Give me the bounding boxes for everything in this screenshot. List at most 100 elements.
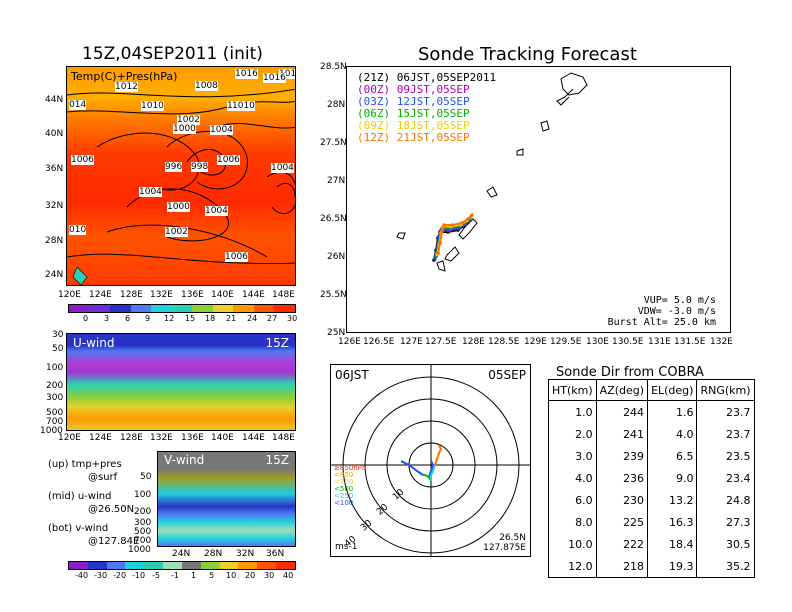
lon-tick: 128.5E: [488, 337, 520, 347]
isobar-label: 1006: [71, 155, 94, 165]
colorbar-swatch: [69, 305, 90, 312]
lon-tick: 140E: [211, 290, 234, 300]
colorbar-tick: 30: [287, 314, 298, 323]
isobar-label: 1004: [271, 163, 294, 173]
sonde-track: [436, 215, 472, 255]
colorbar-tick: 1: [191, 571, 197, 580]
isobar-label: 996: [165, 162, 183, 172]
isobar-label: 1002: [165, 227, 188, 237]
legend-line: @127.84E: [88, 536, 140, 547]
lat-tick: 40N: [45, 129, 64, 139]
pressure-tick: 50: [140, 472, 152, 482]
sonde-direction-table: HT(km) AZ(deg) EL(deg) RNG(km) 1.0 244 1.6…: [548, 379, 755, 578]
burst-altitude: Burst Alt= 25.0 km: [607, 317, 716, 328]
isobar-label: 1006: [217, 155, 240, 165]
lat-tick: 26.5N: [320, 214, 347, 224]
isobar-label: 1004: [139, 187, 162, 197]
tracking-map: (21Z) 06JST,05SEP2011 (00Z) 09JST,05SEP …: [346, 66, 731, 333]
lat-tick: 25.5N: [320, 290, 347, 300]
lat-tick: 44N: [45, 95, 64, 105]
table-cell: 19.3: [647, 555, 698, 578]
isobar-label: 1016: [235, 69, 258, 79]
colorbar-tick: -40: [75, 571, 89, 580]
v-wind-label: V-wind: [164, 453, 205, 467]
table-cell: 6.5: [647, 445, 698, 467]
isobar-label: 1018: [279, 69, 295, 79]
lat-tick: 24N: [172, 549, 191, 559]
table-cell: 10.0: [548, 533, 597, 555]
isobar-label: 1010: [141, 101, 164, 111]
colorbar-swatch: [233, 305, 254, 312]
table-cell: 9.0: [647, 467, 698, 489]
wind-colorbar: [68, 561, 296, 570]
isobar-label: 1010: [232, 101, 255, 111]
colorbar-swatch: [125, 562, 145, 569]
pressure-tick: 700: [134, 536, 152, 546]
colorbar-swatch: [257, 562, 277, 569]
table-cell: 30.5: [696, 533, 755, 555]
lon-tick: 129.5E: [550, 337, 582, 347]
colorbar-tick: -5: [152, 571, 160, 580]
lon-tick: 124E: [89, 433, 112, 443]
pressure-tick: 200: [46, 381, 64, 391]
table-cell: 4.0: [647, 423, 698, 445]
launch-time-entry: (03Z) 12JST,05SEP: [357, 95, 470, 108]
colorbar-tick: 40: [283, 571, 294, 580]
isobar-label: 1004: [205, 206, 228, 216]
pressure-tick: 100: [134, 490, 152, 500]
pressure-tick: 1000: [40, 426, 63, 436]
polar-location-lon: 127.875E: [483, 543, 526, 553]
colorbar-tick: 30: [264, 571, 275, 580]
table-cell: 1.0: [548, 400, 597, 423]
colorbar-tick: 5: [209, 571, 215, 580]
colorbar-tick: 10: [226, 571, 237, 580]
legend-line: @surf: [88, 472, 118, 483]
isobar-label: 1002: [177, 115, 200, 125]
polar-time: 06JST: [335, 368, 369, 382]
lon-tick: 124E: [89, 290, 112, 300]
table-cell: 244: [595, 400, 649, 423]
lon-tick: 127E: [400, 337, 423, 347]
pressure-tick: 30: [52, 330, 64, 340]
table-row: 4.0 236 9.0 23.4: [548, 467, 755, 489]
lon-tick: 148E: [272, 290, 295, 300]
table-row: 3.0 239 6.5 23.5: [548, 445, 755, 467]
colorbar-tick: 12: [164, 314, 175, 323]
lon-tick: 144E: [242, 290, 265, 300]
isobar-label: 1000: [173, 124, 196, 134]
lat-tick: 28N: [204, 549, 223, 559]
lon-tick: 120E: [58, 290, 81, 300]
colorbar-swatch: [171, 305, 193, 312]
map-field-label: Temp(C)+Pres(hPa): [71, 70, 178, 83]
lon-tick: 128E: [120, 290, 143, 300]
lon-tick: 128E: [462, 337, 485, 347]
vup-value: VUP= 5.0 m/s: [643, 295, 716, 306]
table-cell: 241: [595, 423, 649, 445]
launch-times-legend: (21Z) 06JST,05SEP2011 (00Z) 09JST,05SEP …: [357, 72, 496, 144]
lon-tick: 130E: [586, 337, 609, 347]
colorbar-tick: 3: [104, 314, 110, 323]
table-cell: 12.0: [548, 555, 597, 578]
legend-line: (up) tmp+pres: [48, 459, 122, 470]
lat-tick: 36N: [266, 549, 285, 559]
legend-line: (bot) v-wind: [48, 523, 109, 534]
sonde-parameters: VUP= 5.0 m/s VDW= -3.0 m/s Burst Alt= 25…: [608, 295, 716, 328]
colorbar-swatch: [212, 305, 234, 312]
table-cell: 6.0: [548, 489, 597, 511]
pressure-tick: 300: [46, 393, 64, 403]
surface-map-title: 15Z,04SEP2011 (init): [82, 44, 263, 64]
tracking-title: Sonde Tracking Forecast: [418, 44, 637, 65]
lat-tick: 32N: [45, 201, 64, 211]
pressure-tick: 300: [134, 518, 152, 528]
lon-tick: 136E: [181, 290, 204, 300]
u-wind-cross-section: U-wind 15Z: [66, 333, 296, 431]
sonde-track-point: [460, 221, 464, 225]
table-cell: 236: [595, 467, 649, 489]
table-cell: 222: [595, 533, 649, 555]
colorbar-swatch: [192, 305, 213, 312]
table-cell: 35.2: [696, 555, 755, 578]
colorbar-tick: 6: [125, 314, 131, 323]
sonde-track-point: [440, 229, 444, 233]
table-cell: 23.7: [696, 423, 755, 445]
table-row: 8.0 225 16.3 27.3: [548, 511, 755, 533]
